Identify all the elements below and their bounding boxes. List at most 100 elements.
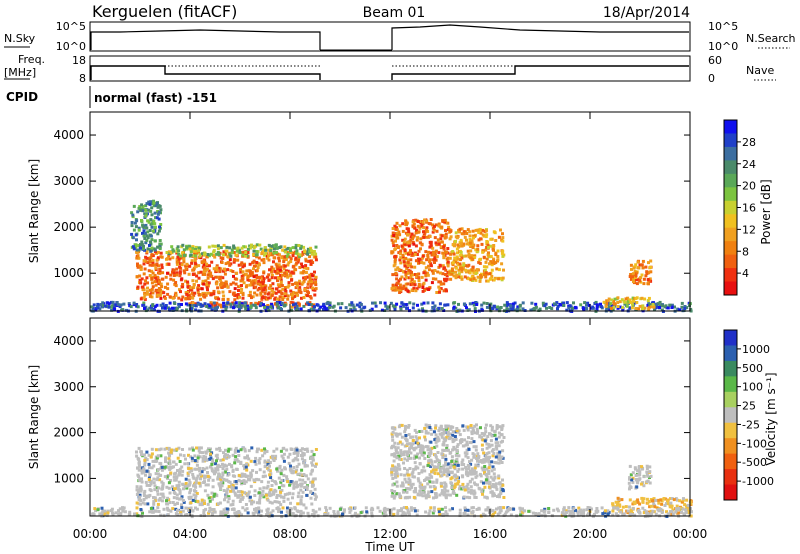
velocity-echo-cell: [139, 467, 143, 470]
power-echo-cell: [232, 291, 236, 295]
power-echo-cell: [143, 237, 147, 240]
power-echo-cell: [410, 265, 414, 269]
velocity-echo-cell: [189, 488, 193, 492]
velocity-echo-cell: [201, 451, 205, 455]
power-echo-cell: [579, 303, 583, 307]
velocity-echo-cell: [491, 465, 495, 469]
power-echo-cell: [180, 303, 183, 306]
power-echo-cell: [219, 303, 223, 307]
velocity-echo-cell: [175, 484, 179, 488]
power-echo-cell: [262, 249, 265, 253]
power-echo-cell: [147, 200, 151, 204]
velocity-echo-cell: [670, 504, 674, 508]
beam-title: Beam 01: [363, 5, 426, 21]
velocity-echo-cell: [255, 501, 259, 505]
power-echo-cell: [239, 268, 243, 271]
velocity-echo-cell: [435, 465, 439, 469]
power-echo-cell: [422, 261, 426, 265]
velocity-echo-cell: [424, 496, 428, 500]
velocity-echo-cell: [443, 493, 447, 497]
power-echo-cell: [215, 301, 219, 305]
velocity-echo-cell: [267, 464, 271, 468]
velocity-echo-cell: [465, 425, 469, 429]
velocity-echo-cell: [403, 467, 407, 470]
power-echo-cell: [153, 211, 157, 215]
power-echo-cell: [358, 305, 362, 309]
velocity-echo-cell: [433, 471, 437, 475]
power-echo-cell: [202, 259, 206, 263]
power-echo-cell: [407, 241, 411, 245]
velocity-echo-cell: [428, 509, 432, 513]
power-echo-cell: [295, 284, 299, 288]
power-echo-cell: [294, 256, 298, 260]
power-echo-cell: [171, 256, 175, 260]
velocity-echo-cell: [490, 484, 494, 488]
velocity-echo-cell: [204, 458, 208, 461]
velocity-echo-cell: [257, 508, 261, 512]
velocity-echo-cell: [444, 457, 448, 461]
power-echo-cell: [439, 237, 443, 241]
velocity-echo-cell: [271, 454, 274, 458]
velocity-echo-cell: [149, 479, 153, 483]
power-echo-cell: [197, 271, 201, 275]
velocity-echo-cell: [276, 507, 280, 511]
velocity-echo-cell: [192, 493, 196, 497]
velocity-echo-cell: [400, 423, 404, 427]
velocity-echo-cell: [403, 489, 407, 492]
velocity-echo-cell: [142, 498, 146, 501]
power-echo-cell: [295, 261, 299, 265]
power-echo-cell: [452, 305, 456, 309]
velocity-echo-cell: [407, 433, 411, 436]
velocity-echo-cell: [393, 441, 397, 445]
power-echo-cell: [484, 229, 488, 233]
power-echo-cell: [430, 253, 434, 257]
power-echo-cell: [250, 280, 254, 284]
velocity-echo-cell: [252, 500, 256, 504]
velocity-echo-cell: [436, 435, 440, 439]
velocity-echo-cell: [469, 489, 473, 493]
power-echo-cell: [616, 296, 620, 300]
velocity-echo-cell: [195, 492, 199, 495]
velocity-echo-cell: [476, 452, 480, 456]
velocity-echo-cell: [465, 495, 469, 499]
velocity-echo-cell: [642, 511, 646, 515]
power-echo-cell: [303, 250, 307, 254]
velocity-echo-cell: [299, 454, 303, 457]
velocity-echo-cell: [645, 473, 649, 477]
power-echo-cell: [471, 279, 475, 282]
velocity-echo-cell: [268, 461, 272, 464]
power-echo-cell: [410, 251, 414, 255]
power-echo-cell: [397, 267, 401, 271]
power-echo-cell: [244, 251, 248, 254]
velocity-echo-cell: [434, 468, 438, 472]
velocity-echo-cell: [595, 507, 599, 510]
power-echo-cell: [139, 243, 142, 246]
power-echo-cell: [259, 293, 263, 297]
velocity-echo-cell: [482, 481, 485, 485]
velocity-echo-cell: [161, 483, 165, 487]
power-echo-cell: [468, 271, 472, 275]
power-echo-cell: [292, 264, 296, 268]
power-echo-cell: [456, 243, 460, 247]
velocity-echo-cell: [286, 506, 289, 510]
power-echo-cell: [390, 287, 394, 291]
power-echo-cell: [226, 297, 230, 301]
power-echo-cell: [146, 230, 150, 234]
velocity-echo-cell: [234, 480, 238, 483]
velocity-echo-cell: [277, 500, 281, 504]
power-echo-cell: [309, 285, 313, 289]
velocity-echo-cell: [272, 459, 276, 462]
velocity-echo-cell: [467, 447, 471, 451]
power-echo-cell: [482, 255, 486, 259]
velocity-echo-cell: [159, 454, 163, 458]
power-echo-cell: [184, 291, 188, 295]
velocity-echo-cell: [359, 511, 363, 515]
power-echo-cell: [130, 224, 134, 228]
power-echo-cell: [176, 255, 180, 259]
velocity-echo-cell: [303, 459, 307, 463]
power-echo-cell: [206, 267, 209, 271]
power-echo-cell: [289, 300, 293, 304]
power-echo-cell: [385, 307, 389, 310]
power-echo-cell: [140, 285, 144, 289]
power-echo-cell: [484, 248, 488, 252]
